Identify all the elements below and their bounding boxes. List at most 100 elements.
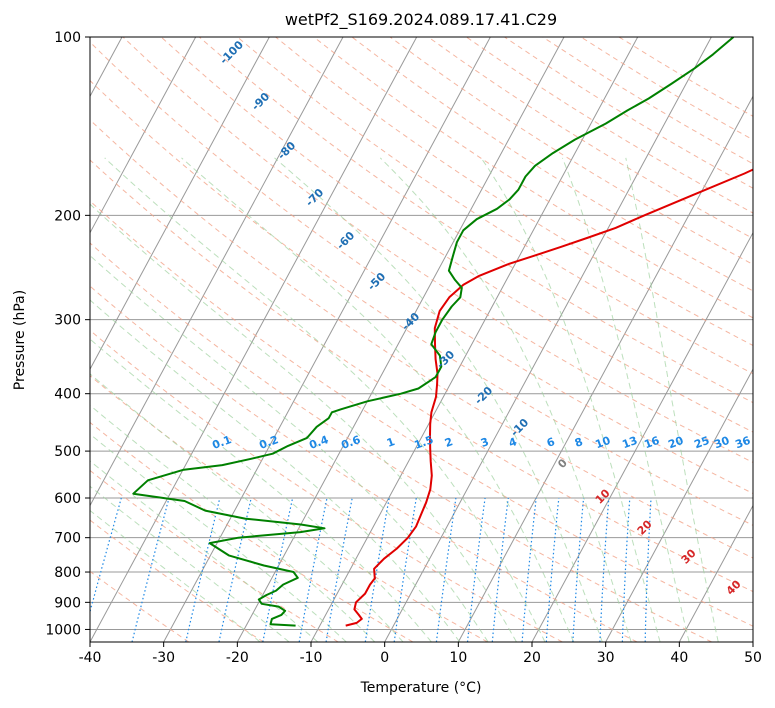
y-tick-label: 900 [54,595,81,611]
isotherm-line [605,368,753,642]
isotherm-line [90,37,418,642]
x-tick-label: -20 [226,650,249,666]
moist-adiabat-line [90,203,517,642]
dry-adiabat-line [90,570,190,642]
dewpoint-line [132,37,735,627]
x-axis-ticks: -40 -30 -20 -10 0 10 20 30 40 50 [79,642,762,666]
dry-adiabat-line [198,37,753,404]
mixing-ratio-label: 1 [385,435,397,450]
moist-adiabat-line [90,254,489,642]
isotherm-line [236,37,565,642]
dry-adiabat-line [90,159,753,593]
moist-adiabat-line [181,157,575,642]
mixing-ratio-label: 30 [712,434,731,452]
x-tick-label: -10 [300,650,323,666]
moist-adiabat-line [90,485,290,642]
chart-title: wetPf2_S169.2024.089.17.41.C29 [285,10,557,30]
dry-adiabat-line [90,242,712,642]
mixing-ratio-label: 20 [666,434,685,452]
mixing-ratio-line [393,497,417,642]
isotherm-line [678,504,753,642]
moist-adiabat-line [480,157,661,642]
dry-adiabat-line [90,375,488,642]
x-tick-label: -30 [152,650,175,666]
isotherm-label: -40 [399,310,422,333]
moist-adiabat-line [90,373,404,642]
x-tick-label: 0 [380,650,389,666]
dry-adiabat-line [275,37,753,347]
dry-adiabat-line [542,37,753,165]
x-tick-label: 50 [744,650,762,666]
adiabat-label: 20 [635,517,655,537]
moist-adiabat-line [274,157,603,642]
mixing-ratio-label: 0.2 [257,433,280,452]
y-tick-label: 300 [54,313,81,329]
moist-adiabat-line [561,157,690,642]
x-tick-label: 40 [670,650,688,666]
dry-adiabat-line [90,119,753,559]
y-axis-label: Pressure (hPa) [12,290,28,390]
y-tick-label: 400 [54,387,81,403]
isotherm-line [531,231,753,642]
x-tick-label: 10 [449,650,467,666]
temperature-line [345,168,753,627]
isotherm-label: -50 [365,270,388,293]
moist-adiabat-line [90,299,461,642]
line-labels: -100-90-80-70-60-50-40-30-20-10010203040… [210,38,752,598]
moist-adiabat-line [90,460,319,642]
mixing-ratio-label: 4 [507,435,519,450]
isotherm-line [163,37,491,642]
mixing-ratio-label: 36 [733,434,752,452]
isotherm-label: -100 [217,38,246,67]
dry-adiabat-line [90,285,638,642]
y-tick-label: 200 [54,208,81,224]
mixing-ratio-label: 25 [692,434,711,451]
mixing-ratio-label: 0.6 [339,433,362,452]
y-axis-ticks: 1000 900 800 700 600 500 400 300 200 100 [45,30,90,638]
x-tick-label: -40 [79,650,102,666]
moist-adiabat-line [379,157,632,642]
dry-adiabat-line [90,519,264,642]
mixing-ratio-line [218,497,252,642]
mixing-ratio-line [90,497,122,614]
y-tick-label: 700 [54,531,81,547]
series-layer [132,37,753,627]
y-tick-label: 500 [54,444,81,460]
isotherm-line [384,37,712,642]
dry-adiabat-line [313,37,753,319]
mixing-ratio-label: 1.5 [412,433,435,452]
mixing-ratio-label: 0.1 [210,433,233,452]
adiabat-label: 40 [724,577,744,597]
adiabat-label: 10 [593,486,613,506]
isotherm-line [90,37,344,507]
mixing-ratio-line [621,497,631,642]
mixing-ratio-label: 0.4 [307,433,330,452]
y-tick-label: 100 [54,30,81,46]
mixing-ratio-label: 8 [573,435,585,450]
x-tick-label: 20 [523,650,541,666]
plot-frame [89,36,754,643]
x-axis-label: Temperature (°C) [360,680,482,696]
isotherm-line [90,37,197,234]
dry-adiabat-line [504,37,753,189]
isotherm-label: -80 [275,139,298,162]
dry-adiabat-line [90,200,753,627]
background-lines [90,37,753,642]
isotherm-line [457,95,753,642]
mixing-ratio-line [262,497,294,642]
y-tick-label: 600 [54,491,81,507]
mixing-ratio-label: 3 [479,435,491,450]
isotherm-line [90,37,270,371]
isotherm-label: -70 [303,186,326,209]
mixing-ratio-line [545,497,560,642]
dry-adiabat-line [90,41,753,495]
mixing-ratio-line [131,497,170,642]
mixing-ratio-label: 13 [620,434,639,451]
y-tick-label: 1000 [45,622,81,638]
moist-adiabat-line [90,338,432,642]
dry-adiabat-line [122,37,753,464]
dry-adiabat-line [237,37,753,375]
dry-adiabat-line [90,421,414,642]
mixing-ratio-line [599,497,610,642]
